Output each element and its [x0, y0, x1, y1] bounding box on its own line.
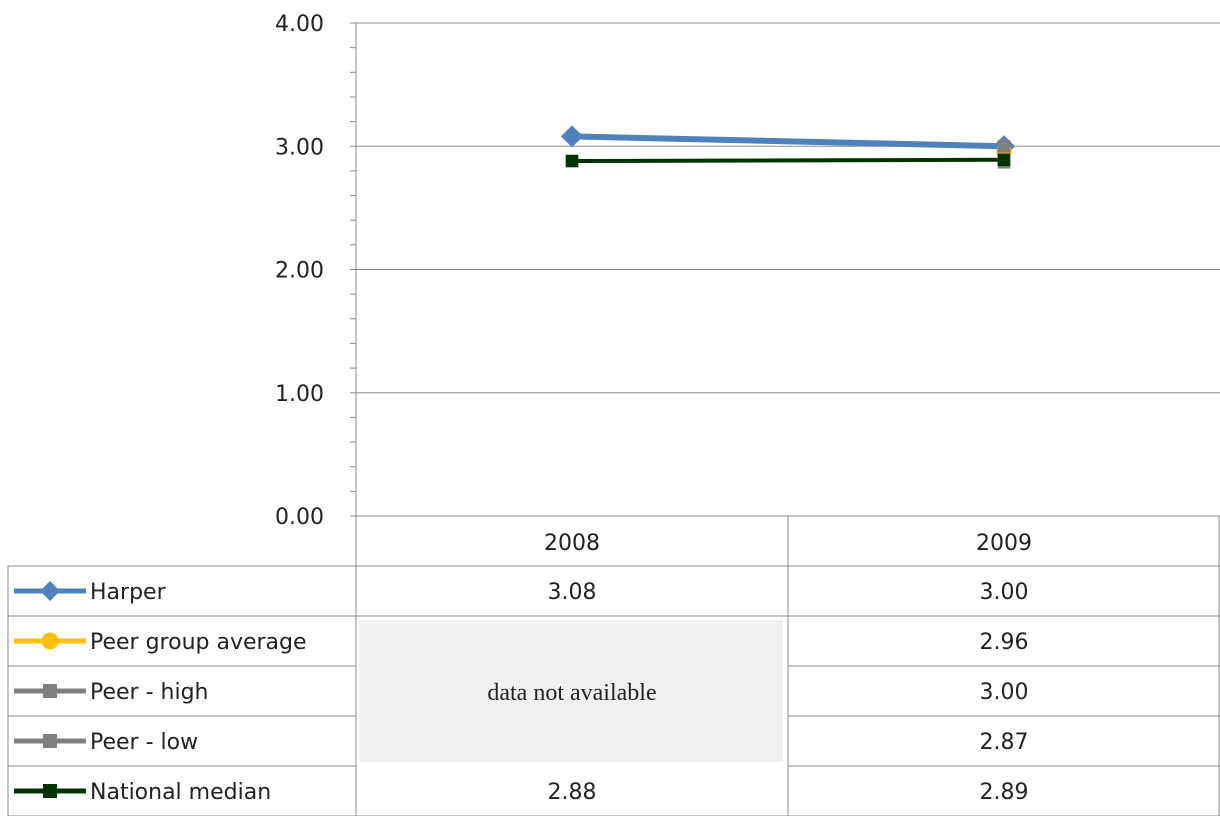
data-table: 2008 2009 Harper 3.08 3.00 Peer group average… — [7, 515, 1220, 816]
legend-label: Harper — [90, 580, 167, 605]
data-not-available-note: data not available — [487, 680, 656, 706]
legend-key-marker — [43, 684, 57, 698]
y-tick-label: 1.00 — [275, 382, 324, 407]
data-label: 2.96 — [980, 630, 1029, 655]
y-tick-label: 3.00 — [275, 135, 324, 160]
category-label: 2008 — [544, 531, 600, 556]
series-line — [571, 157, 1005, 164]
data-label: 3.00 — [980, 580, 1029, 605]
data-point — [997, 153, 1011, 167]
legend-label: National median — [90, 780, 271, 805]
y-axis: 0.00 1.00 2.00 3.00 4.00 — [275, 12, 357, 530]
legend-label: Peer group average — [90, 630, 307, 655]
legend-key-marker — [43, 734, 57, 748]
category-label: 2009 — [976, 531, 1032, 556]
series-line — [571, 133, 1005, 150]
data-point — [565, 154, 579, 168]
legend-label: Peer - low — [90, 730, 198, 755]
gridlines — [356, 22, 1220, 394]
unavailable-block — [359, 620, 783, 762]
legend-key-marker — [41, 632, 59, 650]
data-label: 2.88 — [548, 780, 597, 805]
y-tick-label: 4.00 — [275, 12, 324, 37]
legend-key-marker — [43, 784, 57, 798]
data-label: 2.87 — [980, 730, 1029, 755]
series-markers — [561, 125, 1015, 169]
data-label: 2.89 — [980, 780, 1029, 805]
y-tick-label: 2.00 — [275, 259, 324, 284]
legend-label: Peer - high — [90, 680, 209, 705]
data-label: 3.00 — [980, 680, 1029, 705]
data-point — [997, 139, 1011, 153]
legend-key-marker — [40, 581, 60, 601]
series-lines — [571, 133, 1005, 164]
data-label: 3.08 — [548, 580, 597, 605]
y-tick-label: 0.00 — [275, 505, 324, 530]
data-point — [561, 125, 583, 148]
